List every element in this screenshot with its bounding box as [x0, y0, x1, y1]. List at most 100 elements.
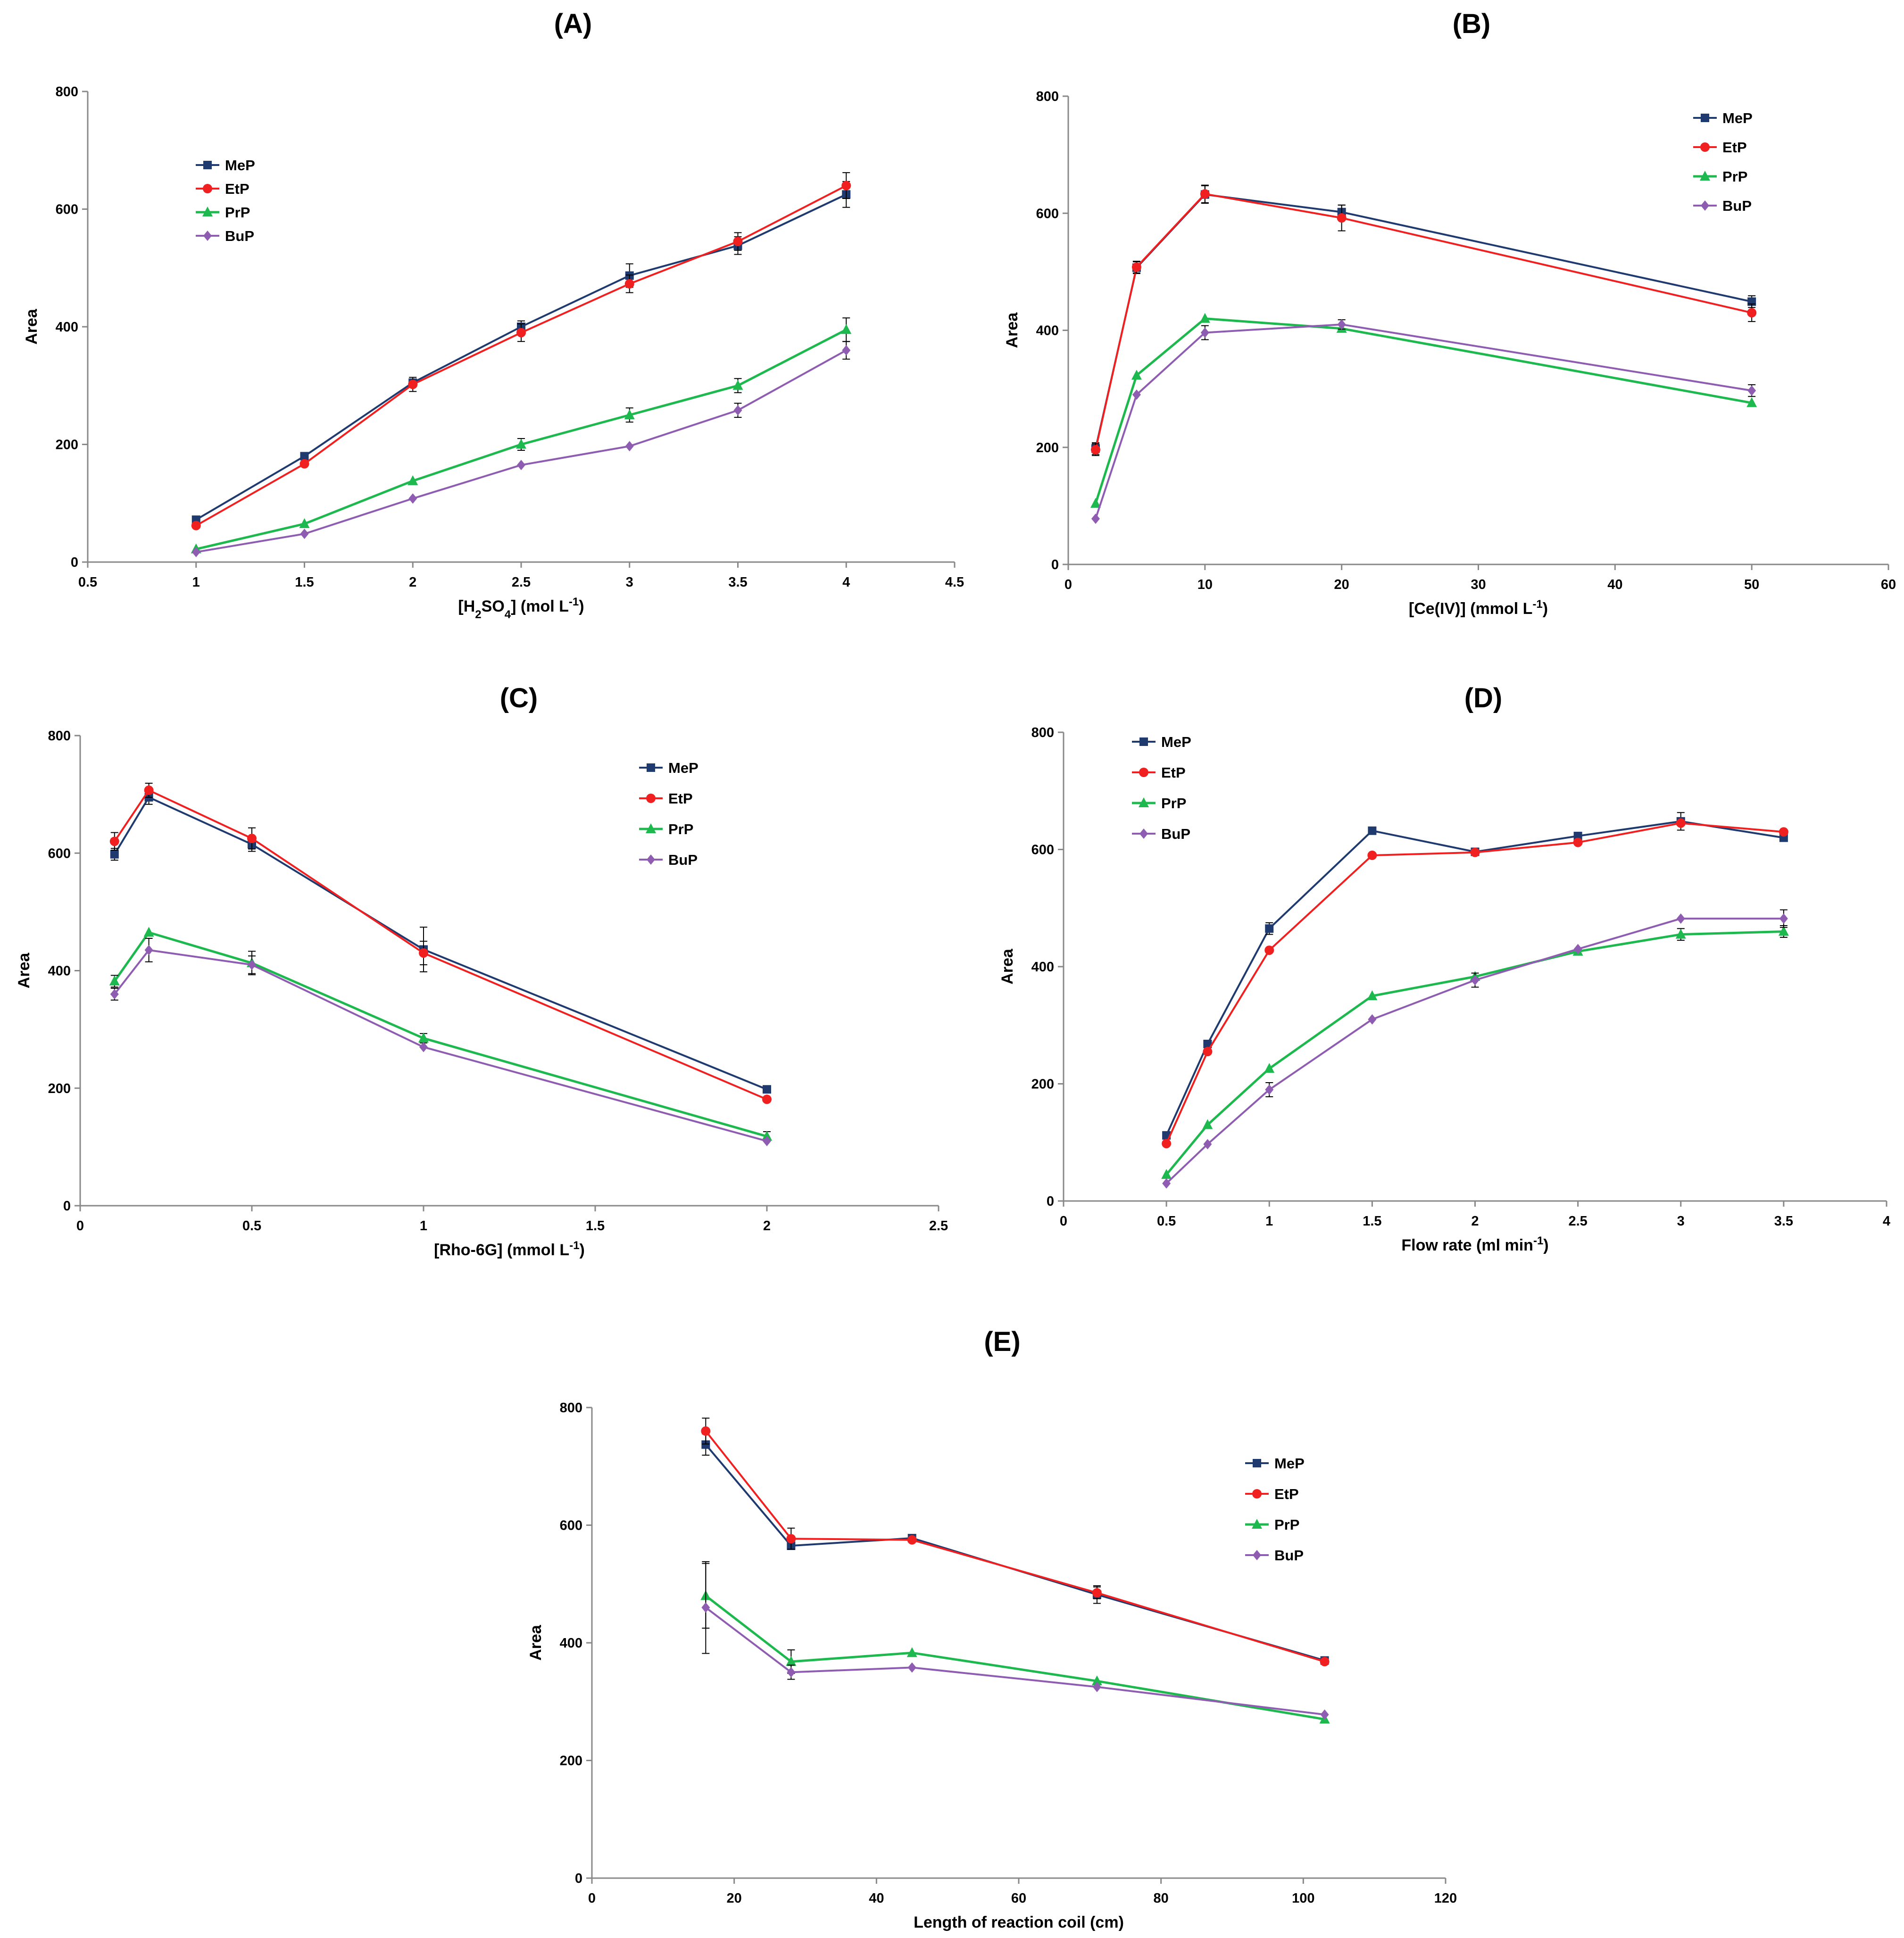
x-axis-label-part: ) — [579, 597, 584, 615]
chart-panel-e: (E) 0 200 400 600 800 0 20 40 60 80 100 120 Area Lengt… — [527, 1326, 1457, 1931]
series-bup — [1091, 319, 1756, 524]
x-tick-label: 10 — [1197, 577, 1213, 592]
legend-marker — [1700, 142, 1710, 152]
y-tick-label: 600 — [560, 1518, 582, 1533]
x-axis-label-part: Flow rate (ml min — [1401, 1236, 1533, 1254]
data-point — [1202, 1119, 1213, 1129]
data-point — [1747, 308, 1757, 318]
y-tick-label: 400 — [1036, 323, 1059, 339]
data-point — [1676, 818, 1686, 828]
data-point — [1091, 1675, 1102, 1686]
legend-marker — [1139, 828, 1148, 839]
x-tick-label: 3.5 — [728, 575, 747, 590]
y-axis-label: Area — [23, 308, 41, 345]
series-bup — [701, 1561, 1329, 1720]
data-point — [517, 460, 525, 471]
x-tick-label: 3 — [1677, 1214, 1685, 1229]
data-point — [625, 441, 634, 452]
data-point — [1320, 1709, 1329, 1720]
data-point — [624, 409, 635, 420]
data-point — [1573, 837, 1583, 847]
legend-marker — [203, 231, 212, 241]
data-point — [110, 850, 119, 859]
data-point — [144, 785, 154, 795]
series-bup — [1162, 909, 1788, 1189]
series-line — [1095, 193, 1752, 450]
legend-label: PrP — [668, 821, 693, 837]
x-tick-label: 20 — [1334, 577, 1349, 592]
chart-panel-d: (D) 0 200 400 600 800 0 0.5 1 1.5 2 2.5 3 3.5 4 Area Flo… — [998, 683, 1890, 1254]
x-tick-label: 1.5 — [1363, 1214, 1381, 1229]
data-point — [408, 493, 417, 504]
chart-panel-c: (C) 0 200 400 600 800 0 0.5 1 1.5 2 2.5 Area [Rho-6G]… — [15, 683, 948, 1259]
series-etp — [1162, 818, 1788, 1149]
x-axis-label-part: Length of reaction coil (cm) — [914, 1913, 1124, 1931]
series-mep — [701, 1433, 1329, 1665]
x-tick-label: 80 — [1154, 1891, 1169, 1906]
x-tick-label: 1.5 — [295, 575, 314, 590]
series-bup — [191, 341, 851, 557]
y-tick-label: 800 — [48, 729, 71, 744]
data-point — [907, 1662, 916, 1673]
x-axis-label-part: ) — [580, 1241, 585, 1259]
legend-marker — [1253, 1459, 1261, 1467]
data-point — [1264, 1063, 1275, 1073]
data-point — [1090, 497, 1101, 508]
data-point — [1779, 827, 1788, 837]
x-tick-label: 20 — [727, 1891, 742, 1906]
x-tick-label: 1 — [192, 575, 200, 590]
legend: MeP EtP PrP BuP — [196, 157, 255, 244]
series-prp — [700, 1563, 1330, 1724]
legend-marker — [646, 823, 656, 833]
x-tick-label: 4 — [842, 575, 850, 590]
series-line — [1165, 822, 1784, 1144]
chart-title: (A) — [554, 8, 592, 39]
data-point — [1092, 1588, 1102, 1598]
legend-marker — [203, 161, 212, 169]
y-tick-label: 600 — [1031, 843, 1054, 858]
y-tick-label: 600 — [1036, 206, 1059, 221]
y-axis-label: Area — [15, 952, 33, 989]
legend-label: MeP — [668, 760, 698, 776]
y-tick-label: 200 — [560, 1754, 582, 1769]
x-tick-label: 100 — [1292, 1891, 1314, 1906]
x-tick-label: 2.5 — [1568, 1214, 1587, 1229]
data-point — [1779, 913, 1788, 924]
series-bup — [110, 937, 771, 1146]
series-etp — [109, 782, 772, 1104]
x-tick-label: 1 — [420, 1218, 427, 1234]
data-point — [1200, 189, 1210, 199]
x-tick-label: 3 — [626, 575, 633, 590]
data-point — [408, 380, 418, 389]
y-tick-label: 0 — [71, 555, 78, 570]
y-tick-label: 400 — [1031, 960, 1054, 975]
y-tick-label: 200 — [48, 1081, 71, 1096]
legend-label: EtP — [668, 790, 693, 807]
chart-title: (E) — [984, 1326, 1020, 1357]
legend-label: BuP — [225, 228, 254, 244]
chart-panel-b: (B) 0 200 400 600 800 0 10 20 30 40 50 60 Area [Ce(IV)… — [1003, 8, 1896, 618]
series-line — [705, 1595, 1325, 1721]
x-tick-label: 1 — [1265, 1214, 1273, 1229]
series-line — [1165, 930, 1784, 1176]
x-tick-label: 0 — [1060, 1214, 1067, 1229]
chart-title: (B) — [1453, 8, 1491, 39]
legend-marker — [647, 854, 655, 865]
data-point — [1265, 924, 1274, 933]
x-axis-label-part: [H — [458, 597, 475, 615]
data-point — [762, 1130, 772, 1141]
y-tick-label: 0 — [575, 1871, 582, 1886]
legend: MeP EtP PrP BuP — [1693, 110, 1753, 214]
data-point — [109, 975, 120, 986]
legend-marker — [1139, 737, 1148, 746]
series-line — [705, 1430, 1325, 1663]
legend-label: PrP — [1274, 1516, 1299, 1533]
legend-label: EtP — [1161, 764, 1186, 781]
y-tick-label: 0 — [1051, 557, 1059, 572]
legend-marker — [1252, 1489, 1262, 1499]
data-point — [1337, 213, 1347, 223]
data-point — [143, 927, 154, 937]
data-point — [763, 1085, 771, 1094]
legend-label: BuP — [1274, 1547, 1304, 1564]
